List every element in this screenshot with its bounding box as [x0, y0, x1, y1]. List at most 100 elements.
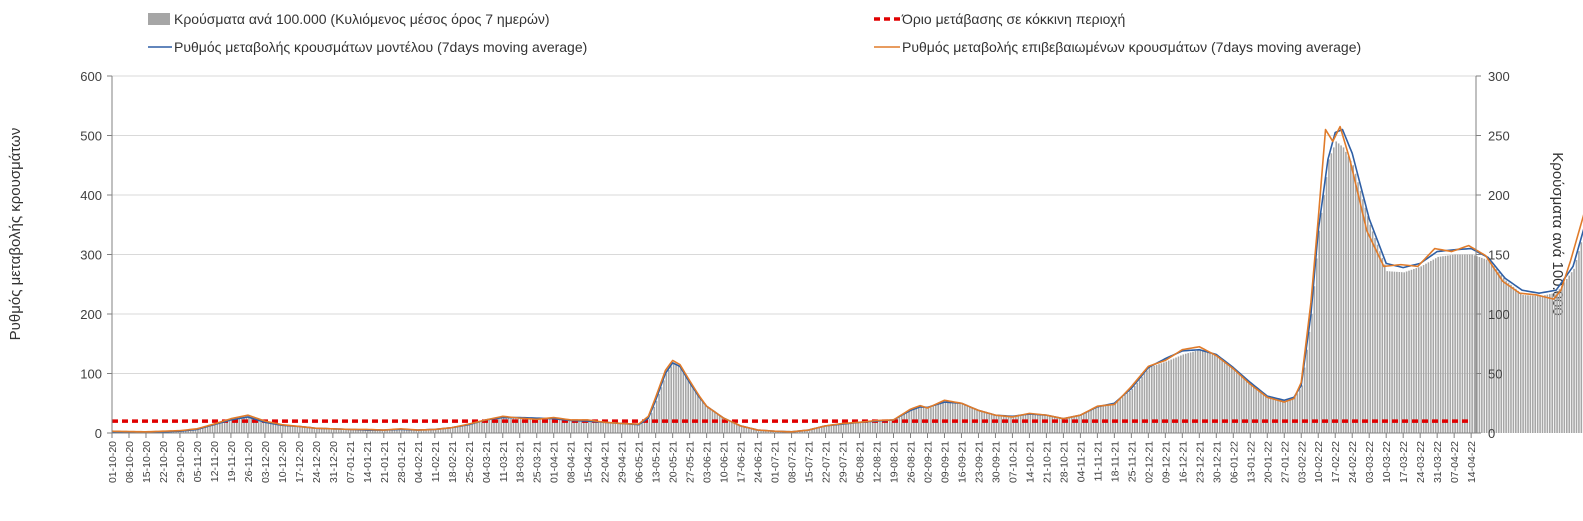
- bar: [1413, 268, 1415, 433]
- bar: [908, 411, 910, 433]
- bar: [689, 383, 692, 433]
- bar: [1381, 257, 1384, 433]
- bar: [313, 428, 316, 433]
- bar: [476, 422, 478, 433]
- bar: [1434, 258, 1437, 433]
- bar: [1218, 357, 1221, 433]
- bar: [580, 420, 583, 433]
- bar: [1408, 270, 1410, 433]
- bar: [898, 417, 901, 433]
- bar: [619, 423, 622, 433]
- bar: [255, 418, 257, 433]
- x-tick-label: 20-01-22: [1262, 441, 1274, 483]
- bar: [1570, 272, 1573, 433]
- bar: [1471, 254, 1473, 433]
- bar: [194, 429, 197, 433]
- bar: [757, 430, 760, 433]
- x-tick-label: 24-02-22: [1347, 441, 1359, 483]
- bar: [289, 425, 291, 433]
- bar: [447, 428, 449, 433]
- bar: [697, 393, 699, 433]
- y-axis-left-ticks: 0 100 200 300 400 500 600: [80, 69, 112, 441]
- x-tick-label: 28-01-21: [396, 441, 408, 483]
- bar: [1197, 350, 1199, 433]
- bar: [1184, 353, 1187, 433]
- x-tick-label: 16-12-21: [1177, 441, 1189, 483]
- x-tick-label: 03-03-22: [1364, 441, 1376, 483]
- bar: [871, 421, 874, 433]
- bar: [1391, 271, 1393, 433]
- bar: [214, 424, 216, 433]
- bar-series: [112, 141, 1583, 434]
- bar: [959, 403, 961, 433]
- bar: [864, 421, 867, 433]
- bar: [1379, 251, 1381, 433]
- bar: [990, 413, 993, 433]
- bar: [568, 420, 571, 433]
- bar: [857, 422, 859, 433]
- bar: [850, 423, 852, 433]
- bar: [371, 430, 374, 433]
- x-tick-label: 01-10-20: [107, 441, 119, 483]
- bar: [413, 429, 415, 433]
- bar: [718, 415, 721, 433]
- bar: [1354, 173, 1357, 433]
- bar: [228, 420, 231, 433]
- bar: [1342, 147, 1345, 433]
- bar: [1536, 295, 1539, 433]
- bar: [391, 429, 393, 433]
- y-right-tick-label: 0: [1488, 426, 1495, 441]
- bar: [189, 430, 192, 433]
- bar: [1478, 257, 1481, 433]
- bar: [1272, 398, 1274, 433]
- x-tick-label: 15-10-20: [141, 441, 153, 483]
- bar: [1012, 416, 1015, 433]
- bar: [1476, 256, 1478, 433]
- bar: [1400, 272, 1403, 433]
- bar: [1090, 410, 1092, 433]
- bar: [665, 373, 668, 433]
- bar: [796, 431, 799, 433]
- bar: [951, 402, 954, 433]
- bar: [1194, 351, 1197, 433]
- legend-label-bars: Κρούσματα ανά 100.000 (Κυλιόμενος μέσος …: [174, 11, 550, 27]
- bar: [1201, 350, 1204, 433]
- bar: [274, 423, 277, 433]
- bar: [1274, 398, 1277, 433]
- bar: [1403, 272, 1405, 433]
- x-axis-ticks: 01-10-20 08-10-20 15-10-20 22-10-20 29-10-20…: [107, 433, 1478, 483]
- bar: [340, 429, 342, 433]
- x-tick-label: 11-02-21: [430, 441, 442, 482]
- bar: [369, 430, 372, 433]
- bar: [449, 427, 452, 433]
- bar: [1180, 355, 1182, 433]
- x-tick-label: 26-11-20: [243, 441, 255, 482]
- bar: [578, 420, 580, 433]
- bar: [350, 429, 352, 433]
- bar: [211, 425, 214, 433]
- bar: [306, 427, 308, 433]
- bar: [1430, 260, 1432, 433]
- bar: [269, 422, 272, 433]
- bar: [820, 427, 823, 433]
- bar: [1359, 190, 1362, 433]
- bar: [1039, 414, 1041, 433]
- bar: [818, 427, 821, 433]
- bar: [1024, 414, 1027, 433]
- y-right-tick-label: 250: [1488, 129, 1510, 144]
- y-axis-left-title: Ρυθμός μεταβολής κρουσμάτων: [7, 128, 24, 341]
- bar: [546, 418, 549, 433]
- bar: [233, 419, 236, 433]
- bar: [1473, 255, 1476, 433]
- y-right-tick-label: 300: [1488, 69, 1510, 84]
- bar: [199, 428, 202, 433]
- bar: [592, 421, 595, 433]
- bar: [384, 430, 386, 433]
- bar: [1104, 405, 1107, 433]
- x-tick-label: 18-02-21: [447, 441, 459, 483]
- bar: [512, 417, 515, 433]
- bar: [483, 420, 486, 433]
- bar: [393, 429, 396, 433]
- bar: [1265, 395, 1267, 433]
